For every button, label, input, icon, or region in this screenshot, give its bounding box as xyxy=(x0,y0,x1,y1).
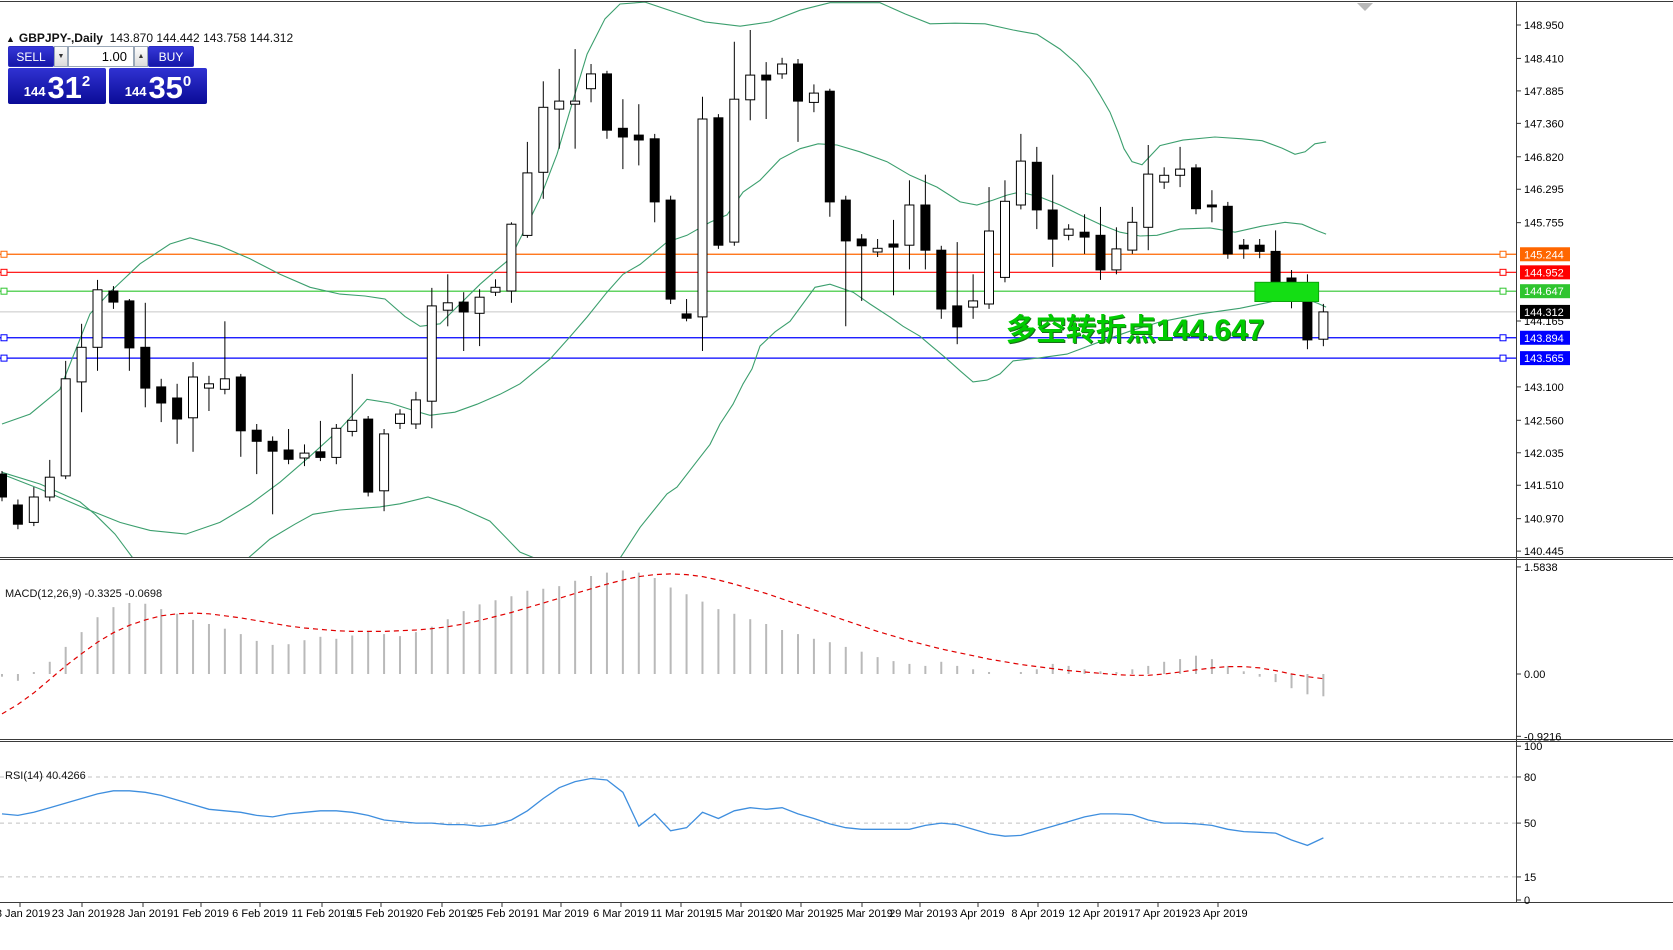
symbol-ohlc: 143.870 144.442 143.758 144.312 xyxy=(109,31,294,45)
rsi-line xyxy=(1,777,1324,847)
buy-price-button[interactable]: 144 35 0 xyxy=(109,68,207,104)
svg-text:142.560: 142.560 xyxy=(1524,415,1564,427)
svg-text:8 Apr 2019: 8 Apr 2019 xyxy=(1011,908,1064,920)
buy-button[interactable]: BUY xyxy=(148,46,194,67)
svg-text:6 Mar 2019: 6 Mar 2019 xyxy=(593,908,649,920)
svg-text:146.820: 146.820 xyxy=(1524,152,1564,164)
svg-text:80: 80 xyxy=(1524,772,1536,784)
svg-text:144.647: 144.647 xyxy=(1524,286,1564,298)
svg-text:143.894: 143.894 xyxy=(1524,333,1564,345)
bollinger-upper-band xyxy=(1,2,1327,425)
svg-text:140.445: 140.445 xyxy=(1524,546,1564,558)
svg-text:25 Mar 2019: 25 Mar 2019 xyxy=(831,908,893,920)
svg-text:142.035: 142.035 xyxy=(1524,448,1564,460)
horizontal-line[interactable] xyxy=(0,250,1516,258)
svg-text:11 Feb 2019: 11 Feb 2019 xyxy=(292,908,353,920)
svg-text:141.510: 141.510 xyxy=(1524,480,1564,492)
svg-text:144.165: 144.165 xyxy=(1524,316,1564,328)
svg-text:1 Mar 2019: 1 Mar 2019 xyxy=(533,908,589,920)
macd-label: MACD(12,26,9) -0.3325 -0.0698 xyxy=(5,588,163,600)
rsi-panel: 100 80 50 15 0 xyxy=(0,741,1542,907)
svg-text:20 Feb 2019: 20 Feb 2019 xyxy=(411,908,473,920)
svg-text:23 Jan 2019: 23 Jan 2019 xyxy=(52,908,113,920)
sell-price-button[interactable]: 144 31 2 xyxy=(8,68,106,104)
svg-text:11 Mar 2019: 11 Mar 2019 xyxy=(651,908,712,920)
svg-text:17 Apr 2019: 17 Apr 2019 xyxy=(1128,908,1187,920)
svg-text:146.295: 146.295 xyxy=(1524,184,1564,196)
buy-price-big: 35 xyxy=(148,70,183,105)
sell-price-sup: 2 xyxy=(81,73,91,90)
bollinger-middle-band xyxy=(1,143,1327,535)
one-click-trading: SELL ▼ ▲ BUY 144 31 2 144 35 0 xyxy=(8,46,208,104)
highlight-box[interactable] xyxy=(1254,281,1320,302)
horizontal-line[interactable] xyxy=(0,268,1516,276)
svg-text:0.00: 0.00 xyxy=(1524,669,1545,681)
svg-text:1.5838: 1.5838 xyxy=(1524,562,1558,574)
chart-annotation-text[interactable]: 多空转折点144.647 xyxy=(1006,314,1265,347)
svg-text:15 Feb 2019: 15 Feb 2019 xyxy=(350,908,412,920)
svg-text:-0.9216: -0.9216 xyxy=(1524,731,1561,743)
svg-text:15: 15 xyxy=(1524,872,1536,884)
symbol-header: ▲ GBPJPY-,Daily 143.870 144.442 143.758 1… xyxy=(6,31,293,45)
svg-text:15 Mar 2019: 15 Mar 2019 xyxy=(710,908,772,920)
svg-text:18 Jan 2019: 18 Jan 2019 xyxy=(0,908,50,920)
candles-layer xyxy=(0,30,1329,530)
svg-text:144.312: 144.312 xyxy=(1524,307,1564,319)
symbol-title: GBPJPY-,Daily xyxy=(18,31,103,45)
volume-input[interactable] xyxy=(68,46,134,67)
horizontal-line[interactable] xyxy=(0,334,1516,342)
svg-text:20 Mar 2019: 20 Mar 2019 xyxy=(770,908,832,920)
svg-text:6 Feb 2019: 6 Feb 2019 xyxy=(232,908,288,920)
shift-marker-icon[interactable] xyxy=(1357,3,1373,11)
macd-panel: 1.5838 0.00 -0.9216 xyxy=(1,562,1561,743)
svg-text:50: 50 xyxy=(1524,818,1536,830)
svg-text:28 Jan 2019: 28 Jan 2019 xyxy=(113,908,174,920)
rsi-label: RSI(14) 40.4266 xyxy=(5,770,86,782)
svg-text:145.244: 145.244 xyxy=(1524,249,1564,261)
svg-text:1 Feb 2019: 1 Feb 2019 xyxy=(173,908,229,920)
bollinger-lower-band xyxy=(1,283,1327,557)
svg-text:148.410: 148.410 xyxy=(1524,53,1564,65)
svg-text:12 Apr 2019: 12 Apr 2019 xyxy=(1068,908,1127,920)
chart-area[interactable]: 148.950 148.410 147.885 147.360 146.820 146.2… xyxy=(0,0,1673,924)
sell-button[interactable]: SELL xyxy=(8,46,54,67)
svg-text:25 Feb 2019: 25 Feb 2019 xyxy=(471,908,533,920)
price-axis[interactable]: 148.950 148.410 147.885 147.360 146.820 146.2… xyxy=(1516,20,1570,558)
svg-text:148.950: 148.950 xyxy=(1524,20,1564,32)
volume-up-button[interactable]: ▲ xyxy=(134,46,148,67)
volume-down-button[interactable]: ▼ xyxy=(54,46,68,67)
svg-text:145.755: 145.755 xyxy=(1524,218,1564,230)
svg-text:140.970: 140.970 xyxy=(1524,514,1564,526)
buy-price-sup: 0 xyxy=(182,73,192,90)
svg-text:23 Apr 2019: 23 Apr 2019 xyxy=(1188,908,1247,920)
macd-signal-line xyxy=(1,573,1324,715)
svg-text:143.100: 143.100 xyxy=(1524,382,1564,394)
svg-text:0: 0 xyxy=(1524,895,1530,907)
sell-price-big: 31 xyxy=(47,70,82,105)
panel-borders xyxy=(0,1,1673,903)
collapse-icon[interactable]: ▲ xyxy=(6,34,15,44)
svg-text:29 Mar 2019: 29 Mar 2019 xyxy=(889,908,951,920)
svg-text:144.952: 144.952 xyxy=(1524,267,1564,279)
svg-text:147.360: 147.360 xyxy=(1524,118,1564,130)
sell-price-small: 144 xyxy=(23,84,46,99)
svg-text:147.885: 147.885 xyxy=(1524,86,1564,98)
horizontal-line[interactable] xyxy=(0,354,1516,362)
buy-price-small: 144 xyxy=(124,84,147,99)
svg-text:3 Apr 2019: 3 Apr 2019 xyxy=(951,908,1004,920)
svg-text:143.565: 143.565 xyxy=(1524,353,1564,365)
svg-text:100: 100 xyxy=(1524,741,1542,753)
